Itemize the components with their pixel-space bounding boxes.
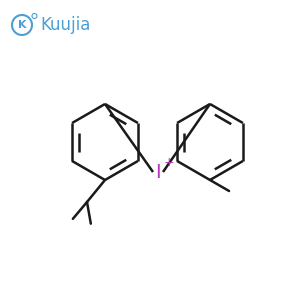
Text: Kuujia: Kuujia	[40, 16, 90, 34]
Text: I: I	[155, 163, 161, 182]
Text: K: K	[18, 20, 26, 30]
Text: +: +	[164, 157, 174, 169]
